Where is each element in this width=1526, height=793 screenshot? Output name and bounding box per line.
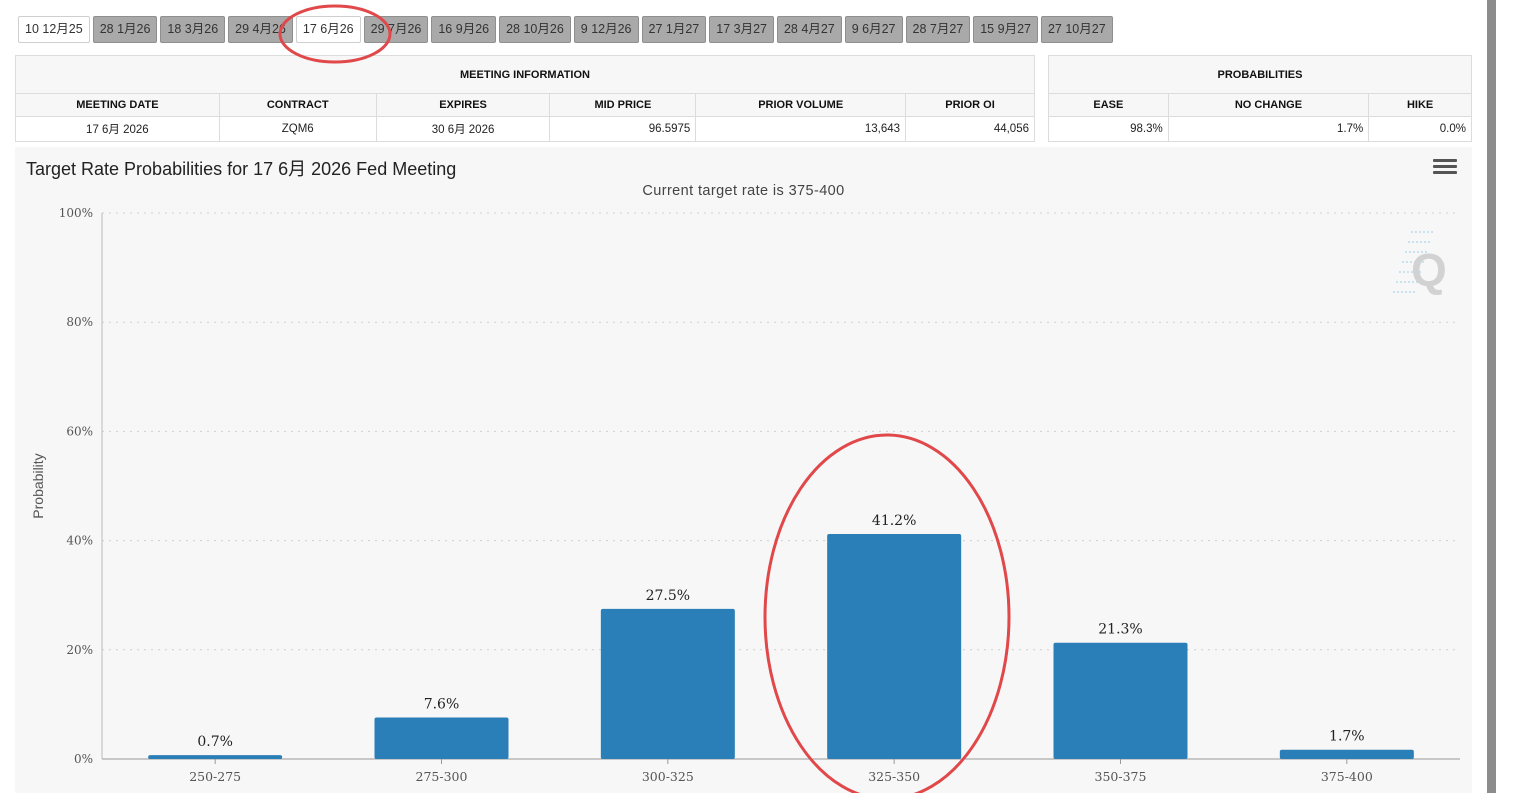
chart-menu-icon[interactable] [1433, 159, 1457, 179]
y-tick-label: 0% [74, 752, 93, 766]
tab-meeting-0[interactable]: 10 12月25 [18, 16, 90, 43]
bar-375-400 [1279, 749, 1414, 759]
tab-meeting-6[interactable]: 16 9月26 [431, 16, 497, 43]
data-label: 41.2% [872, 513, 916, 529]
ease-header: EASE [1048, 93, 1169, 117]
x-tick-label: 350-375 [1095, 769, 1147, 784]
meeting-date-tabs: 10 12月25 28 1月26 18 3月26 29 4月26 17 6月26 29 7… [18, 16, 1113, 43]
x-tick-label: 275-300 [416, 769, 468, 784]
bar-300-325 [600, 608, 735, 759]
tab-meeting-4[interactable]: 17 6月26 [295, 16, 361, 43]
prior-oi-value: 44,056 [905, 116, 1035, 142]
tab-meeting-10[interactable]: 17 3月27 [709, 16, 774, 43]
tab-meeting-15[interactable]: 27 10月27 [1040, 16, 1113, 43]
tab-meeting-2[interactable]: 18 3月26 [160, 16, 226, 43]
page-scrollbar[interactable] [1487, 0, 1496, 793]
mid-price-header: MID PRICE [549, 93, 697, 117]
x-tick-label: 375-400 [1321, 769, 1373, 784]
expires-value: 30 6月 2026 [375, 116, 551, 142]
svg-text:Q: Q [1411, 244, 1447, 296]
y-tick-label: 60% [66, 424, 93, 438]
prior-volume-value: 13,643 [695, 116, 907, 142]
tab-meeting-5[interactable]: 29 7月26 [363, 16, 429, 43]
x-tick-label: 300-325 [642, 769, 694, 784]
chart-plot: 0% 20% 40% 60% 80% 100% Probability 0.7% 250-275… [30, 206, 1460, 784]
target-rate-chart: Target Rate Probabilities for 17 6月 2026… [15, 147, 1472, 793]
quikstrike-logo-icon: Q [1393, 231, 1447, 296]
hike-value: 0.0% [1368, 116, 1472, 142]
data-label: 0.7% [197, 734, 233, 750]
annotation-circle-tab [278, 4, 392, 64]
annotation-circle-bar [763, 433, 1011, 793]
chart-title: Target Rate Probabilities for 17 6月 2026… [26, 159, 457, 179]
tab-meeting-13[interactable]: 28 7月27 [905, 16, 971, 43]
no-change-header: NO CHANGE [1167, 93, 1370, 117]
x-tick-label: 325-350 [868, 769, 920, 784]
tab-meeting-7[interactable]: 28 10月26 [499, 16, 571, 43]
y-tick-label: 20% [66, 643, 93, 657]
bar-350-375 [1053, 642, 1188, 759]
y-axis-title: Probability [30, 453, 46, 518]
meeting-date-header: MEETING DATE [15, 93, 220, 117]
x-tick-label: 250-275 [189, 769, 241, 784]
contract-value: ZQM6 [218, 116, 377, 142]
ease-value: 98.3% [1048, 116, 1169, 142]
bar-325-350 [827, 534, 962, 759]
data-label: 7.6% [424, 697, 460, 713]
meeting-information-title: MEETING INFORMATION [15, 55, 1035, 94]
bar-275-300 [374, 717, 509, 759]
y-tick-label: 40% [66, 534, 93, 548]
bar-250-275 [148, 755, 283, 759]
probabilities-table: PROBABILITIES EASE NO CHANGE HIKE 98.3% … [1048, 55, 1472, 142]
no-change-value: 1.7% [1167, 116, 1370, 142]
tab-meeting-14[interactable]: 15 9月27 [973, 16, 1038, 43]
data-label: 1.7% [1329, 729, 1365, 745]
probabilities-title: PROBABILITIES [1048, 55, 1472, 94]
tab-meeting-11[interactable]: 28 4月27 [776, 16, 842, 43]
meeting-information-table: MEETING INFORMATION MEETING DATE CONTRAC… [15, 55, 1035, 142]
prior-oi-header: PRIOR OI [905, 93, 1035, 117]
data-label: 21.3% [1098, 622, 1142, 638]
expires-header: EXPIRES [375, 93, 551, 117]
tab-meeting-12[interactable]: 9 6月27 [844, 16, 903, 43]
y-tick-label: 100% [59, 206, 93, 220]
chart-subtitle: Current target rate is 375-400 [642, 183, 845, 199]
y-tick-label: 80% [66, 315, 93, 329]
contract-header: CONTRACT [218, 93, 377, 117]
data-label: 27.5% [646, 588, 690, 604]
hike-header: HIKE [1368, 93, 1472, 117]
tab-meeting-1[interactable]: 28 1月26 [92, 16, 158, 43]
tab-meeting-9[interactable]: 27 1月27 [641, 16, 707, 43]
tab-meeting-8[interactable]: 9 12月26 [573, 16, 639, 43]
meeting-date-value: 17 6月 2026 [15, 116, 220, 142]
mid-price-value: 96.5975 [549, 116, 697, 142]
